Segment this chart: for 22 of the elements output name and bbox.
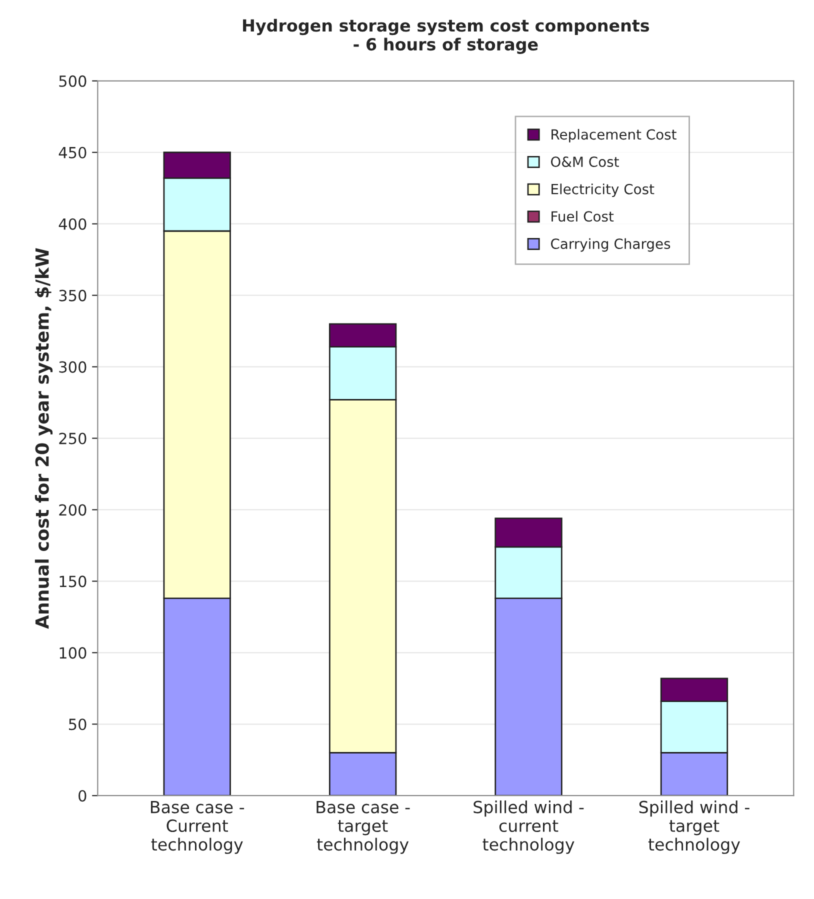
y-tick-label: 200	[59, 504, 86, 516]
legend-label: Replacement Cost	[552, 128, 676, 142]
x-tick-label: Spilled wind - target technology	[639, 800, 750, 854]
chart-title: Hydrogen storage system cost components - 6 hours of storage	[243, 18, 650, 54]
y-tick-label: 0	[78, 790, 86, 802]
y-axis-title: Annual cost for 20 year system, $/kW	[34, 248, 53, 629]
y-tick-label: 150	[60, 576, 86, 588]
legend-label: Electricity Cost	[552, 184, 654, 198]
y-tick-label: 50	[69, 718, 86, 730]
x-tick-label: Base case - target technology	[316, 800, 410, 854]
legend-label: Fuel Cost	[552, 210, 614, 222]
legend-label: Carrying Charges	[550, 238, 670, 252]
y-tick-label: 350	[59, 290, 86, 302]
x-tick-label: Base case - Current technology	[150, 800, 244, 854]
y-tick-label: 500	[59, 75, 86, 87]
y-tick-label: 250	[59, 432, 86, 444]
y-tick-label: 450	[58, 146, 86, 158]
y-tick-label: 400	[58, 218, 86, 230]
legend-label: O&M Cost	[550, 156, 619, 168]
y-tick-label: 100	[60, 647, 86, 659]
y-tick-label: 300	[59, 361, 86, 373]
x-tick-label: Spilled wind - current technology	[474, 800, 584, 854]
